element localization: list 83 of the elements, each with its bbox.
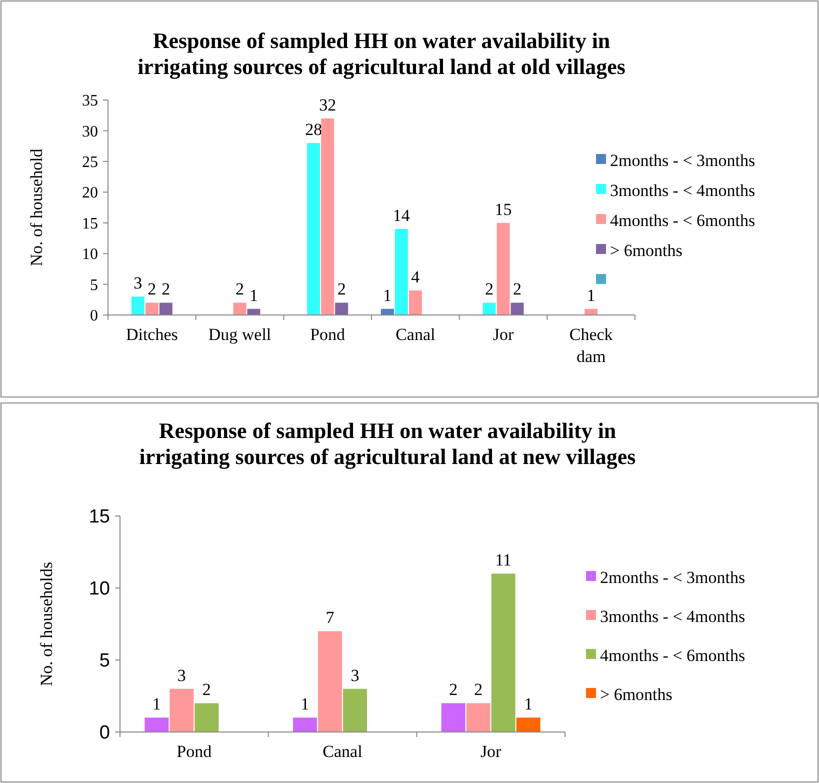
data-label: 11: [495, 550, 512, 570]
bar: [408, 290, 422, 315]
y-tick-label: 5: [90, 276, 98, 294]
x-tick-label: Dug well: [208, 325, 272, 344]
bar: [159, 302, 172, 315]
y-axis-title: No. of households: [37, 562, 56, 686]
y-tick-label: 0: [90, 308, 98, 325]
legend-label: 4months - < 6months: [600, 646, 746, 665]
bar: [516, 718, 540, 732]
data-label: 2: [449, 680, 458, 700]
bar: [343, 688, 367, 732]
bar: [233, 302, 246, 315]
legend-label: 3months - < 4months: [600, 606, 746, 626]
data-label: 2: [474, 680, 483, 700]
legend-label: 3months - < 4months: [610, 180, 756, 200]
y-tick-label: 10: [88, 578, 110, 600]
data-label: 3: [177, 666, 186, 685]
data-label: 2: [202, 680, 211, 700]
bar: [380, 308, 394, 315]
bar: [144, 718, 169, 732]
legend-label: 2months - < 3months: [610, 150, 756, 170]
y-tick-label: 30: [82, 123, 98, 140]
data-label: 1: [586, 286, 596, 305]
data-label: 2: [485, 280, 494, 299]
bar: [131, 296, 144, 315]
data-label: 4: [411, 267, 420, 286]
data-label: 1: [383, 286, 392, 305]
bar: [335, 302, 348, 315]
bar: [510, 302, 524, 315]
x-tick-label: Canal: [396, 325, 436, 344]
x-tick-label: Jor: [492, 325, 514, 344]
y-tick-label: 20: [82, 184, 98, 202]
data-label: 1: [152, 694, 161, 714]
bar: [293, 718, 317, 732]
y-tick-label: 15: [82, 215, 98, 232]
y-tick-label: 15: [88, 506, 110, 528]
y-tick-label: 5: [99, 650, 110, 672]
x-tick-label: Check dam: [569, 325, 614, 366]
y-tick-label: 25: [82, 154, 98, 172]
bar: [307, 143, 320, 315]
data-label: 2: [162, 280, 170, 299]
bar: [145, 302, 158, 315]
bar: [170, 688, 194, 732]
legend-label: > 6months: [610, 240, 682, 260]
data-label: 2: [148, 280, 156, 299]
legend-label: 4months - < 6months: [610, 210, 756, 230]
bar: [194, 703, 219, 732]
x-tick-label: Pond: [310, 325, 346, 344]
y-axis-title: No. of household: [27, 148, 46, 266]
x-tick-label: Ditches: [126, 325, 178, 344]
chart-title: Response of sampled HH on water availability in irrigating sources of agricultural land at old villages: [138, 28, 626, 79]
x-tick-label: Jor: [480, 742, 502, 761]
data-label: 1: [300, 694, 310, 714]
bar: [482, 302, 496, 315]
data-label: 32: [319, 95, 336, 114]
chart-title: Response of sampled HH on water availability in irrigating sources of agricultural land at new villages: [139, 418, 636, 469]
bar: [496, 222, 510, 315]
data-label: 7: [326, 608, 335, 628]
legend-label: 2months - < 3months: [600, 568, 746, 587]
data-label: 1: [524, 694, 533, 714]
data-label: 3: [350, 666, 360, 685]
data-label: 2: [236, 280, 244, 299]
bar: [491, 574, 516, 732]
bar: [321, 118, 334, 315]
bar: [318, 631, 342, 732]
bar: [394, 229, 408, 315]
x-tick-label: Pond: [176, 742, 212, 761]
data-label: 28: [305, 120, 322, 139]
bar: [247, 308, 260, 315]
data-label: 15: [494, 200, 512, 219]
data-label: 2: [513, 280, 522, 299]
x-tick-label: Canal: [322, 742, 363, 761]
bar: [584, 308, 598, 315]
data-label: 3: [134, 274, 142, 293]
data-label: 14: [392, 206, 410, 225]
data-label: 2: [337, 280, 346, 299]
data-label: 1: [250, 286, 258, 305]
y-tick-label: 10: [82, 246, 98, 264]
legend-label: > 6months: [600, 684, 672, 704]
bar: [466, 703, 490, 732]
y-tick-label: 0: [99, 722, 110, 744]
bar: [441, 703, 466, 732]
y-tick-label: 35: [82, 92, 98, 110]
